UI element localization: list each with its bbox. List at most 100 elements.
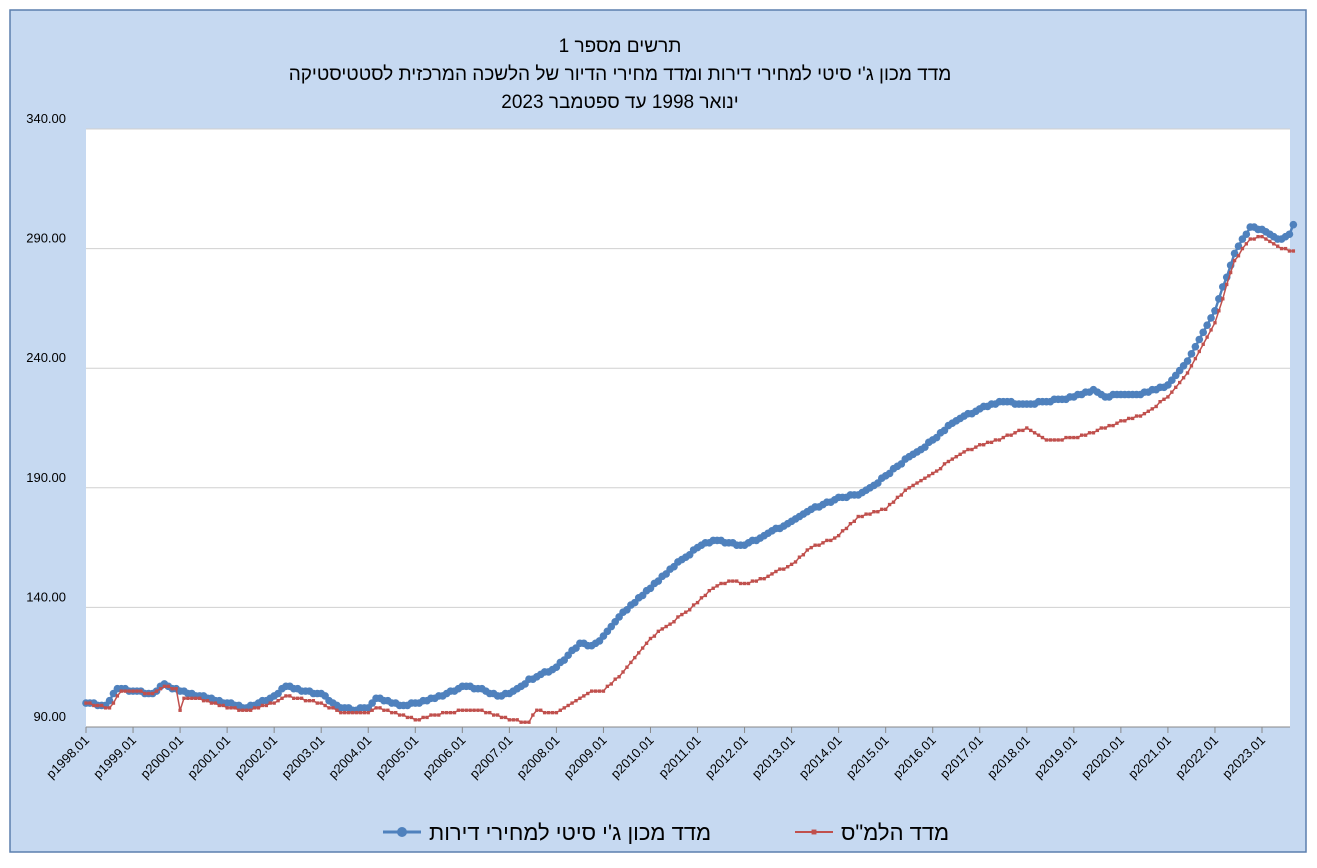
data-point <box>817 543 821 547</box>
data-point <box>429 713 433 717</box>
data-point <box>876 510 880 514</box>
data-point <box>762 577 766 581</box>
data-point <box>856 514 860 519</box>
data-point <box>1146 409 1150 413</box>
data-point <box>1103 426 1107 430</box>
data-point <box>970 447 974 452</box>
data-point <box>942 462 947 466</box>
data-point <box>923 476 927 480</box>
data-point <box>507 718 512 722</box>
data-point <box>778 567 782 571</box>
data-point <box>1230 249 1239 258</box>
data-point <box>346 710 351 715</box>
data-point <box>515 718 519 722</box>
data-point <box>1142 411 1147 416</box>
data-point <box>343 710 347 715</box>
data-point <box>452 710 457 715</box>
chart-title: תרשים מספר 1 <box>559 36 682 57</box>
data-point <box>758 577 762 581</box>
data-point <box>566 703 570 708</box>
data-point <box>899 493 904 497</box>
data-point <box>680 612 684 617</box>
data-point <box>1193 356 1198 361</box>
data-point <box>186 696 190 700</box>
data-point <box>676 615 680 619</box>
data-point <box>1119 419 1123 423</box>
data-point <box>111 701 116 705</box>
y-tick-label: 190.00 <box>26 470 66 485</box>
data-point <box>719 581 723 586</box>
data-point <box>170 687 174 691</box>
data-point <box>386 708 390 712</box>
y-tick-label: 140.00 <box>26 589 66 604</box>
data-point <box>370 708 374 712</box>
data-point <box>405 715 410 720</box>
data-point <box>707 588 711 593</box>
data-point <box>105 696 114 705</box>
data-point <box>225 706 229 710</box>
data-point <box>848 522 853 526</box>
data-point <box>546 710 551 715</box>
data-point <box>1287 249 1292 253</box>
data-point <box>296 696 300 700</box>
data-point <box>397 713 402 717</box>
data-point <box>190 696 194 700</box>
data-point <box>288 694 292 698</box>
data-point <box>394 710 398 715</box>
data-point <box>786 565 790 569</box>
data-point <box>911 483 915 488</box>
data-point <box>797 555 802 559</box>
data-point <box>938 466 943 471</box>
data-point <box>276 699 280 703</box>
data-point <box>264 703 268 708</box>
data-point <box>252 706 257 710</box>
data-point <box>625 665 629 669</box>
data-point <box>695 600 700 605</box>
data-point <box>523 720 527 724</box>
data-point <box>1228 270 1233 275</box>
data-point <box>1191 342 1200 351</box>
data-point <box>1283 246 1288 251</box>
data-point <box>593 689 598 693</box>
data-point <box>100 703 104 708</box>
data-point <box>1134 414 1139 418</box>
data-point <box>829 538 833 543</box>
data-point <box>613 677 617 681</box>
data-point <box>535 708 539 712</box>
data-point <box>1032 431 1037 435</box>
data-point <box>982 443 986 447</box>
data-point <box>539 708 543 712</box>
data-point <box>927 474 931 478</box>
data-point <box>542 710 547 715</box>
data-point <box>139 689 143 693</box>
data-point <box>907 486 911 490</box>
data-point <box>821 541 825 545</box>
data-point <box>272 701 276 705</box>
data-point <box>1091 431 1096 435</box>
data-point <box>691 603 696 607</box>
data-point <box>946 459 951 464</box>
data-point <box>648 636 653 641</box>
data-point <box>746 581 751 586</box>
data-point <box>284 694 288 698</box>
data-point <box>1123 419 1127 423</box>
data-point <box>468 708 472 712</box>
data-point <box>233 706 237 710</box>
data-point <box>1215 295 1223 303</box>
data-point <box>1095 428 1100 433</box>
data-point <box>684 610 688 614</box>
data-point <box>390 710 394 715</box>
data-point <box>158 687 163 691</box>
data-point <box>672 620 676 624</box>
data-point <box>488 710 492 715</box>
data-point <box>421 715 425 720</box>
data-point <box>1040 435 1045 440</box>
data-point <box>656 629 660 633</box>
data-point <box>578 696 582 700</box>
data-point <box>1211 306 1219 315</box>
data-point <box>339 710 343 715</box>
data-point <box>1276 244 1280 248</box>
data-point <box>809 545 813 550</box>
data-point <box>954 455 958 459</box>
data-point <box>1234 242 1243 251</box>
